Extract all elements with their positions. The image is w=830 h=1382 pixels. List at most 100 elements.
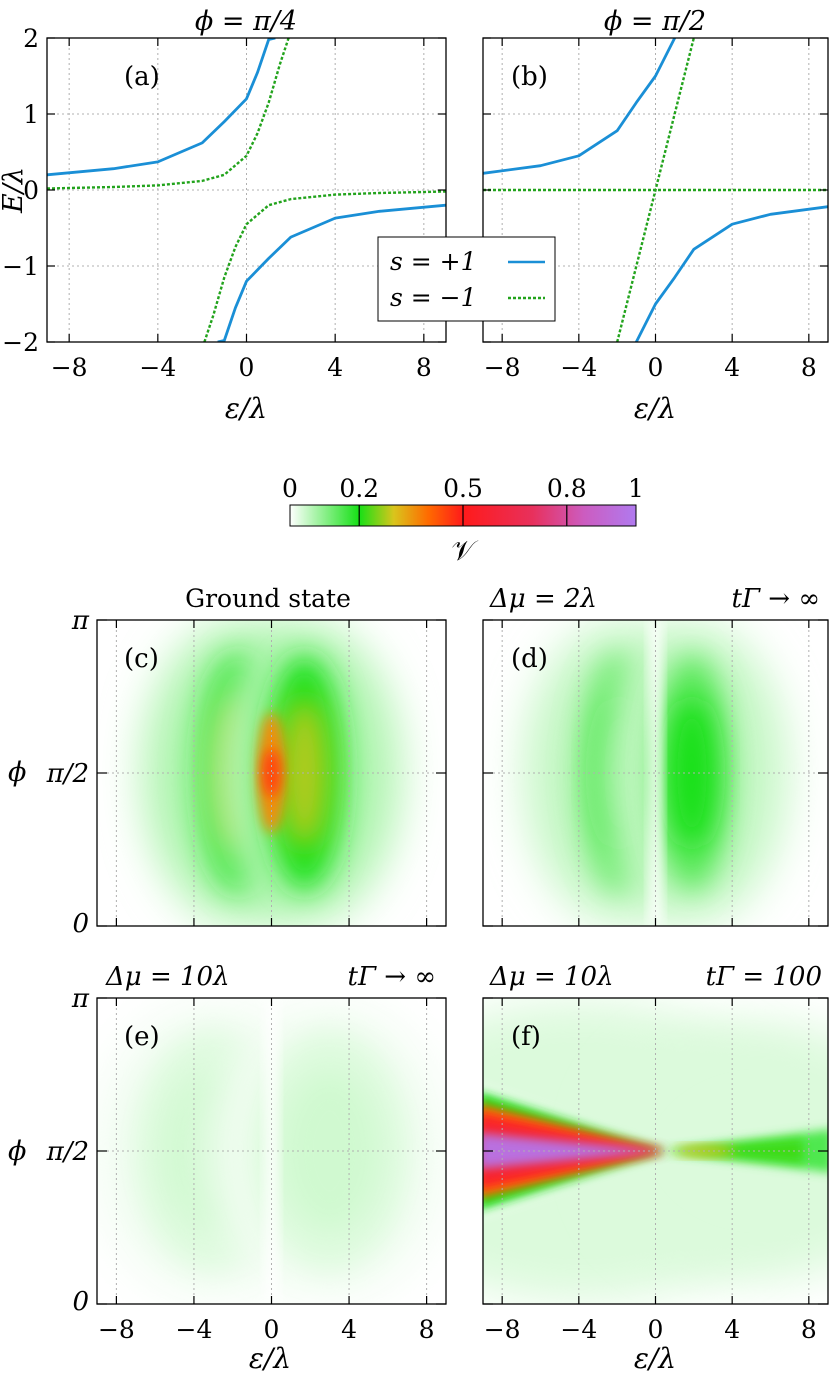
series-line-s-plus [217,203,446,342]
x-tick-label: −8 [51,353,88,382]
panel-d-title-right: tΓ → ∞ [732,584,820,614]
panel-c-grid [97,620,446,926]
heat-wedge-right-core [675,1146,736,1156]
panel-c-ylabel: ϕ [8,757,26,788]
panel-e: −8 −4 0 4 8 0 π/2 π (e) [46,984,447,1344]
series-line-s-plus [483,38,676,175]
y-tick-label: −1 [2,252,39,281]
legend: s = +1 s = −1 [377,236,556,322]
x-tick-label: 0 [648,1315,664,1344]
colorbar-tick-label: 0.8 [547,474,587,503]
x-tick-label: 4 [724,353,740,382]
panel-b-ticks: −8 −4 0 4 8 [483,37,828,382]
panel-f-title-right: tΓ = 100 [706,962,822,992]
x-tick-label: 8 [801,1315,817,1344]
y-tick-label: −2 [2,328,39,357]
panel-c: 0 π/2 π (c) [46,606,447,939]
colorbar-tick-label: 0 [282,474,298,503]
panel-b: −8 −4 0 4 8 (b) [482,37,829,382]
x-tick-label: −8 [484,353,521,382]
series-line-s-minus [203,190,446,342]
y-tick-label: 0 [72,909,89,939]
panel-d-title-left: Δμ = 2λ [489,584,597,614]
panel-a-xlabel: ε/λ [225,392,267,425]
panel-d-grid [483,620,828,926]
legend-entry-s-plus: s = +1 [390,247,477,276]
heat-lobe-core [667,698,716,848]
panel-a-curves [47,38,446,342]
y-tick-label: 2 [23,24,39,53]
x-tick-label: −4 [139,353,176,382]
panel-f-title-left: Δμ = 10λ [489,962,614,992]
colorbar-tick-label: 0.5 [443,474,483,503]
x-tick-label: 4 [341,1315,357,1344]
colorbar-tick-label: 0.2 [339,474,379,503]
x-tick-label: 4 [724,1315,740,1344]
x-tick-label: −8 [484,1315,521,1344]
panel-c-heatmap [143,623,400,923]
panel-e-title-left: Δμ = 10λ [105,962,230,992]
panel-f-xlabel: ε/λ [634,1342,676,1375]
series-line-s-plus [635,205,828,342]
colorbar: 0 0.2 0.5 0.8 1 𝒱 [282,474,644,567]
x-tick-label: 4 [327,353,343,382]
panel-c-title: Ground state [185,584,351,613]
panel-b-label: (b) [511,62,548,92]
x-tick-label: 8 [801,353,817,382]
x-tick-label: 0 [264,1315,280,1344]
panel-e-grid [97,998,446,1304]
panel-d-label: (d) [511,644,548,674]
panel-b-xlabel: ε/λ [634,392,676,425]
heat-lobe-core [280,698,329,848]
series-line-s-minus [47,38,290,190]
panel-b-curves [483,38,828,342]
panel-f-ticks: −8 −4 0 4 8 [483,997,828,1344]
x-tick-label: 8 [419,1315,435,1344]
panel-c-label: (c) [124,644,159,674]
panel-f-grid [483,998,828,1304]
panel-d-heatmap [524,620,787,926]
y-tick-label: π [71,606,90,636]
y-tick-label: π/2 [46,1137,89,1167]
colorbar-label: 𝒱 [451,534,478,567]
series-line-s-minus [616,38,695,342]
x-tick-label: 0 [648,353,664,382]
y-tick-label: 0 [72,1287,89,1317]
panel-e-ylabel: ϕ [8,1136,26,1167]
heat-node-line [265,998,278,1304]
panel-d: (d) [482,619,829,927]
colorbar-tick-label: 1 [628,474,644,503]
panel-a-title: ϕ = π/4 [195,6,297,37]
colorbar-ticks: 0 0.2 0.5 0.8 1 [282,474,644,526]
x-tick-label: −4 [560,1315,597,1344]
panel-e-ticks: −8 −4 0 4 8 0 π/2 π [46,984,446,1344]
panel-d-ticks [483,619,828,927]
panel-f-label: (f) [511,1022,541,1052]
series-line-s-plus [47,38,276,177]
heat-node-line [649,620,662,926]
panel-c-ticks: 0 π/2 π [46,606,446,939]
x-tick-label: −4 [560,353,597,382]
panel-f: −8 −4 0 4 8 (f) [482,997,829,1344]
x-tick-label: −8 [98,1315,135,1344]
panel-a-label: (a) [124,62,160,92]
panel-a-ticks: −8 −4 0 4 8 −2 −1 0 1 2 [2,24,446,382]
panel-b-title: ϕ = π/2 [604,6,706,37]
y-tick-label: 1 [23,100,39,129]
heat-center-core [262,749,281,797]
panel-a-ylabel: E/λ [0,167,29,214]
x-tick-label: 0 [239,353,255,382]
y-tick-label: π [71,984,90,1014]
y-tick-label: 0 [23,176,39,205]
legend-box [377,236,556,322]
panel-e-label: (e) [124,1022,160,1052]
legend-entry-s-minus: s = −1 [390,283,477,312]
x-tick-label: 8 [416,353,432,382]
y-tick-label: π/2 [46,759,89,789]
heat-lobe-core [279,1071,380,1231]
panel-e-title-right: tΓ → ∞ [348,962,436,992]
panel-a: −8 −4 0 4 8 −2 −1 0 1 2 (a) [2,24,447,382]
panel-a-grid [47,38,446,342]
panel-e-xlabel: ε/λ [249,1342,291,1375]
